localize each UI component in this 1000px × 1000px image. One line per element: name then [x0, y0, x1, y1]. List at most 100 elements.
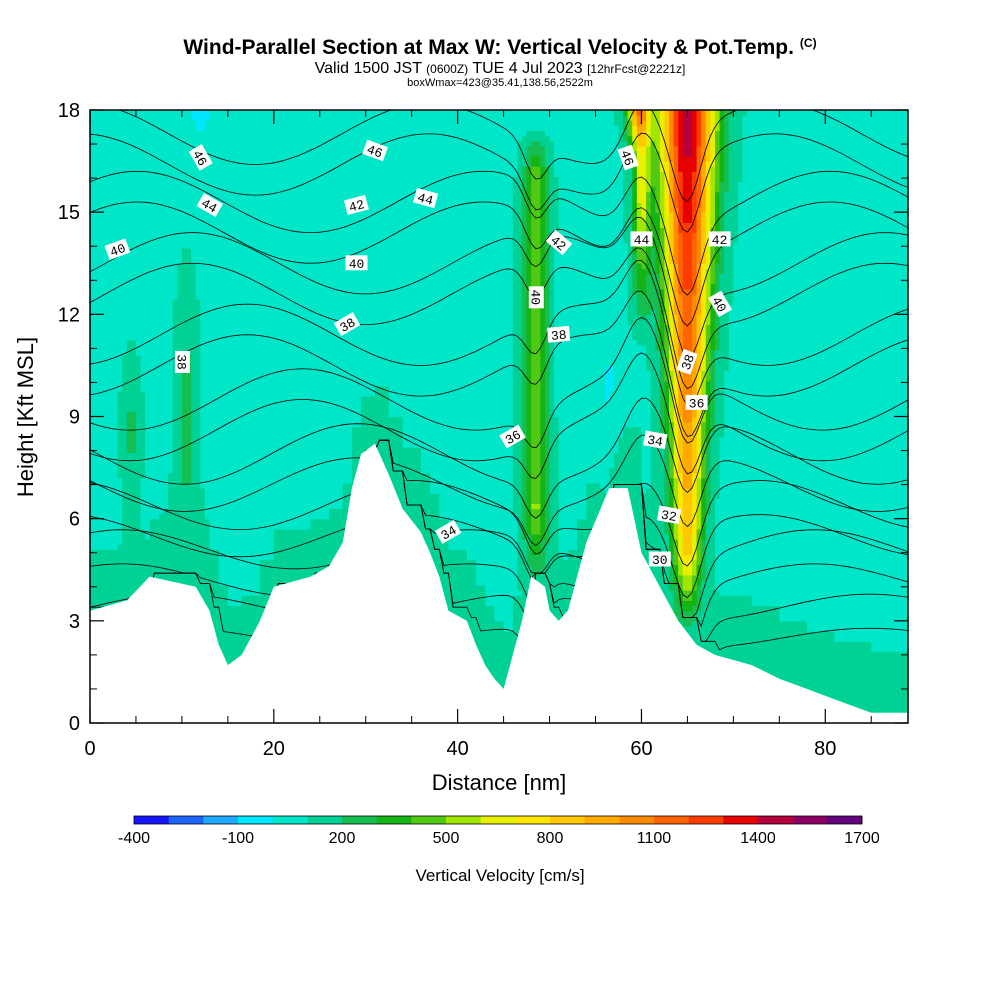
velocity-cell: [269, 120, 275, 126]
velocity-cell: [163, 462, 169, 469]
velocity-cell: [103, 253, 109, 259]
velocity-cell: [232, 472, 238, 479]
velocity-cell: [177, 319, 183, 326]
velocity-cell: [195, 191, 201, 198]
velocity-cell: [246, 207, 252, 213]
velocity-cell: [168, 181, 174, 188]
velocity-cell: [181, 513, 188, 520]
velocity-cell: [250, 196, 257, 203]
velocity-cell: [255, 574, 261, 581]
velocity-cell: [90, 273, 96, 280]
velocity-cell: [140, 523, 146, 530]
velocity-cell: [135, 416, 142, 423]
velocity-cell: [99, 237, 105, 244]
velocity-cell: [126, 421, 132, 428]
velocity-cell: [273, 207, 280, 213]
velocity-cell: [108, 304, 114, 310]
velocity-cell: [250, 155, 257, 162]
velocity-cell: [168, 564, 174, 571]
velocity-cell: [108, 401, 114, 407]
velocity-cell: [250, 232, 257, 239]
velocity-cell: [273, 579, 280, 586]
velocity-cell: [149, 339, 155, 346]
velocity-cell: [154, 212, 160, 218]
velocity-cell: [227, 431, 234, 438]
velocity-cell: [214, 176, 220, 183]
velocity-cell: [172, 283, 178, 290]
velocity-cell: [90, 283, 96, 290]
velocity-cell: [90, 176, 96, 183]
velocity-cell: [218, 171, 224, 178]
velocity-cell: [246, 595, 252, 601]
velocity-cell: [112, 130, 119, 137]
velocity-cell: [140, 258, 146, 264]
velocity-cell: [140, 390, 146, 397]
velocity-cell: [264, 447, 270, 453]
velocity-cell: [149, 324, 155, 331]
velocity-cell: [232, 431, 238, 438]
velocity-cell: [223, 472, 229, 479]
velocity-cell: [122, 191, 128, 198]
velocity-cell: [237, 549, 243, 556]
velocity-cell: [177, 447, 183, 453]
velocity-cell: [237, 406, 243, 412]
velocity-cell: [255, 350, 261, 356]
velocity-cell: [195, 171, 201, 178]
velocity-cell: [241, 232, 247, 239]
velocity-cell: [154, 355, 160, 361]
velocity-cell: [186, 396, 192, 402]
velocity-cell: [223, 595, 229, 601]
velocity-cell: [246, 120, 252, 126]
velocity-cell: [112, 590, 119, 596]
velocity-cell: [278, 421, 284, 428]
velocity-cell: [154, 350, 160, 356]
velocity-cell: [227, 421, 234, 428]
velocity-cell: [163, 350, 169, 356]
velocity-cell: [264, 263, 270, 269]
velocity-cell: [186, 166, 192, 172]
velocity-cell: [103, 125, 109, 132]
velocity-cell: [112, 171, 119, 178]
velocity-cell: [269, 488, 275, 494]
velocity-cell: [177, 334, 183, 341]
velocity-cell: [232, 130, 238, 137]
velocity-cell: [264, 488, 270, 494]
velocity-cell: [209, 569, 215, 576]
velocity-cell: [214, 488, 220, 494]
velocity-cell: [177, 181, 183, 188]
velocity-cell: [94, 212, 100, 218]
velocity-cell: [195, 472, 201, 479]
velocity-cell: [99, 339, 105, 346]
velocity-cell: [99, 396, 105, 402]
velocity-cell: [135, 304, 142, 310]
velocity-cell: [255, 334, 261, 341]
velocity-cell: [163, 442, 169, 448]
velocity-cell: [103, 232, 109, 239]
velocity-cell: [108, 482, 114, 489]
velocity-cell: [163, 406, 169, 412]
velocity-cell: [241, 554, 247, 561]
velocity-cell: [163, 431, 169, 438]
velocity-cell: [99, 462, 105, 469]
velocity-cell: [186, 110, 192, 116]
velocity-cell: [246, 237, 252, 244]
velocity-cell: [204, 503, 211, 510]
velocity-cell: [181, 115, 188, 121]
velocity-cell: [269, 191, 275, 198]
velocity-cell: [149, 421, 155, 428]
velocity-cell: [126, 110, 132, 116]
velocity-cell: [158, 237, 165, 244]
velocity-cell: [135, 334, 142, 341]
velocity-cell: [122, 263, 128, 269]
velocity-cell: [177, 559, 183, 566]
velocity-cell: [195, 314, 201, 321]
velocity-cell: [145, 396, 151, 402]
velocity-cell: [112, 309, 119, 315]
velocity-cell: [255, 150, 261, 157]
velocity-cell: [135, 355, 142, 361]
velocity-cell: [112, 355, 119, 361]
velocity-cell: [260, 181, 266, 188]
velocity-cell: [149, 431, 155, 438]
velocity-cell: [223, 477, 229, 484]
velocity-cell: [209, 600, 215, 607]
